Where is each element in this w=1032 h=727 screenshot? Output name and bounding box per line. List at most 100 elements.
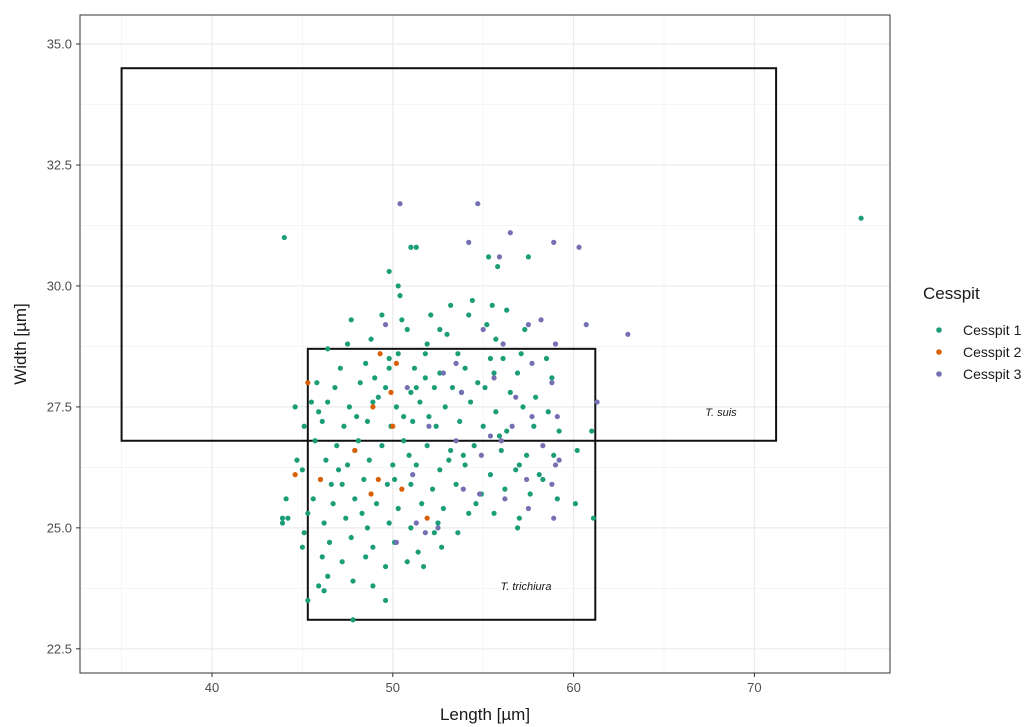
data-point: [509, 423, 515, 429]
data-point: [413, 462, 419, 468]
data-point: [540, 443, 546, 449]
legend-key: [936, 371, 942, 377]
data-point: [406, 452, 412, 458]
data-point: [549, 481, 555, 487]
data-point: [350, 578, 356, 584]
data-point: [498, 438, 504, 444]
data-point: [337, 365, 343, 371]
legend: Cesspit Cesspit 1 Cesspit 2 Cesspit 3: [923, 284, 1022, 382]
data-point: [364, 418, 371, 425]
data-point: [478, 452, 484, 458]
data-point: [460, 452, 466, 458]
data-point: [487, 472, 494, 478]
data-point: [344, 462, 351, 468]
data-point: [408, 525, 414, 531]
data-point: [523, 452, 530, 458]
x-tick-label: 70: [747, 680, 761, 695]
data-point: [355, 438, 362, 444]
data-point: [375, 476, 381, 483]
data-point: [426, 423, 432, 429]
data-point: [308, 399, 315, 405]
data-point: [576, 244, 582, 250]
panel-border: [79, 14, 891, 674]
data-point: [328, 481, 334, 487]
data-point: [382, 597, 389, 604]
data-point: [502, 486, 508, 492]
data-point: [420, 563, 427, 570]
data-point: [458, 389, 465, 395]
data-point: [520, 404, 526, 410]
data-point: [332, 384, 338, 391]
data-point: [410, 418, 416, 425]
data-point: [325, 346, 331, 352]
data-point: [419, 501, 425, 507]
data-point: [401, 438, 407, 444]
data-point: [522, 326, 528, 333]
data-point: [491, 370, 497, 376]
data-point: [344, 341, 351, 347]
data-point: [486, 254, 492, 260]
data-point: [346, 404, 352, 410]
data-point: [377, 351, 383, 357]
data-point: [500, 355, 506, 362]
data-point: [299, 467, 305, 473]
data-point: [386, 520, 392, 526]
data-point: [471, 443, 477, 449]
data-point: [480, 423, 486, 429]
data-point: [554, 413, 560, 420]
legend-key: [936, 327, 942, 333]
data-point: [529, 360, 535, 366]
data-point: [390, 462, 396, 468]
panel-background: [80, 15, 890, 673]
data-point: [384, 481, 390, 487]
data-point: [390, 423, 396, 429]
y-tick-label: 27.5: [47, 399, 72, 414]
data-point: [466, 312, 472, 318]
reference-box: [120, 67, 778, 442]
data-point: [493, 336, 499, 342]
data-point: [480, 326, 486, 333]
data-point: [531, 423, 537, 429]
data-point: [325, 399, 331, 405]
data-point: [449, 384, 456, 391]
data-point: [516, 515, 522, 521]
legend-label: Cesspit 3: [963, 366, 1022, 382]
data-point: [444, 331, 450, 337]
data-point: [361, 476, 367, 483]
data-point: [475, 380, 481, 386]
data-point: [491, 510, 497, 516]
data-point: [411, 365, 418, 371]
data-point: [504, 307, 510, 313]
data-point: [442, 404, 448, 410]
data-point: [341, 423, 347, 429]
data-point: [525, 322, 531, 328]
data-point: [368, 491, 374, 497]
data-point: [397, 201, 403, 207]
data-point: [334, 443, 340, 449]
data-point: [583, 322, 589, 328]
data-point: [437, 467, 443, 473]
data-point: [399, 317, 405, 323]
data-point: [408, 244, 414, 250]
data-point: [386, 355, 392, 362]
data-point: [431, 384, 437, 391]
x-tick-label: 60: [566, 680, 580, 695]
data-point: [370, 544, 376, 550]
data-point: [487, 433, 494, 439]
data-point: [551, 452, 557, 458]
data-point: [279, 520, 286, 526]
y-tick-label: 30.0: [47, 278, 72, 293]
x-tick-label: 50: [386, 680, 400, 695]
y-tick-label: 32.5: [47, 157, 72, 172]
data-point: [373, 501, 380, 507]
data-point: [283, 496, 289, 502]
data-point: [368, 336, 374, 342]
data-point: [299, 544, 305, 550]
data-point: [462, 462, 468, 468]
data-point: [422, 375, 428, 381]
data-point: [446, 457, 452, 463]
data-point: [460, 486, 466, 492]
data-point: [545, 409, 551, 415]
data-point: [476, 491, 483, 497]
